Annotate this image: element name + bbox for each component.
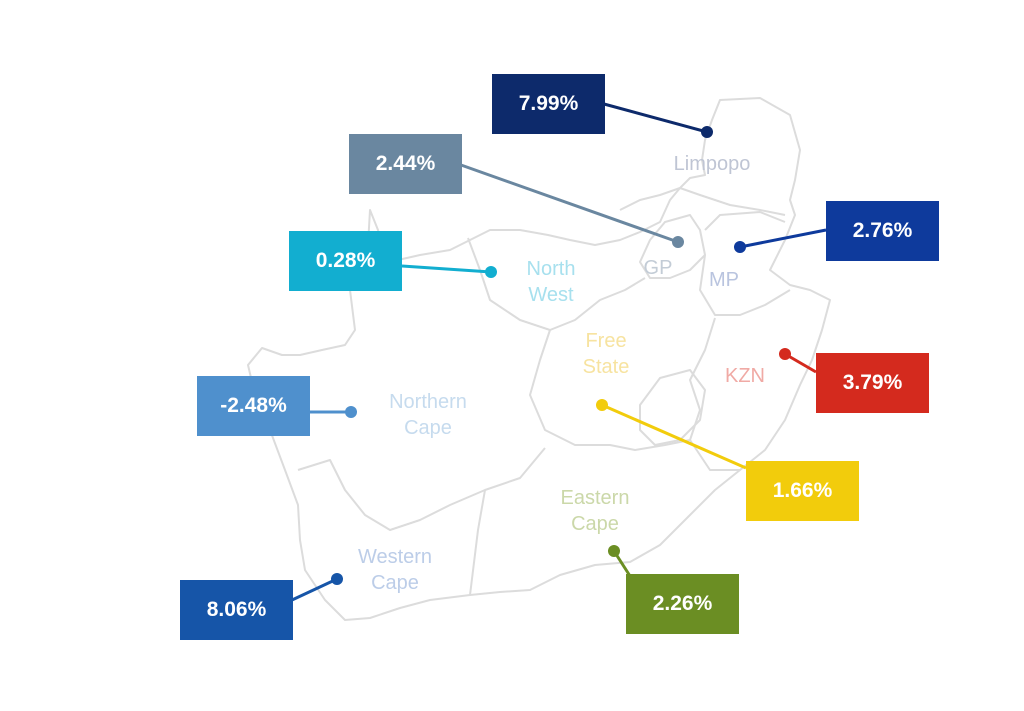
province-label-line: Cape [571, 513, 619, 535]
free-state-leader [601, 403, 747, 470]
province-label-line: Western [357, 546, 433, 568]
value-box-limpopo: 7.99% [492, 74, 605, 134]
eastern-cape-marker [608, 545, 620, 557]
value-box-kzn: 3.79% [816, 353, 929, 413]
province-label-line: Eastern [560, 487, 630, 509]
northern-cape-marker [345, 406, 357, 418]
province-label-gauteng: GP [636, 255, 680, 281]
value-text: 0.28% [315, 249, 376, 272]
value-box-free-state: 1.66% [746, 461, 859, 521]
limpopo-leader [603, 102, 708, 134]
northern-cape-border [297, 447, 546, 531]
province-label-line: West [528, 284, 574, 306]
limpopo-marker [701, 126, 713, 138]
value-box-western-cape: 8.06% [180, 580, 293, 640]
province-label-line: Limpopo [673, 153, 751, 175]
province-label-eastern-cape: Eastern Cape [545, 485, 645, 537]
value-box-mpumalanga: 2.76% [826, 201, 939, 261]
value-text: -2.48% [220, 394, 287, 417]
province-label-free-state: Free State [568, 328, 644, 380]
province-label-limpopo: Limpopo [664, 151, 760, 177]
value-text: 8.06% [206, 598, 267, 621]
mpumalanga-marker [734, 241, 746, 253]
value-box-north-west: 0.28% [289, 231, 402, 291]
western-cape-marker [331, 573, 343, 585]
kzn-marker [779, 348, 791, 360]
north-west-leader [401, 264, 492, 274]
province-label-line: Northern [389, 391, 467, 413]
province-label-line: KZN [725, 365, 765, 387]
free-state-border [529, 317, 716, 451]
north-west-marker [485, 266, 497, 278]
gauteng-marker [672, 236, 684, 248]
province-label-line: State [582, 356, 630, 378]
province-label-line: Cape [371, 572, 419, 594]
western-cape-leader [291, 577, 338, 602]
mpumalanga-border [699, 211, 791, 316]
province-label-western-cape: Western Cape [343, 544, 447, 596]
value-text: 2.44% [375, 152, 436, 175]
country-outline [247, 97, 831, 621]
free-state-marker [596, 399, 608, 411]
value-box-gauteng: 2.44% [349, 134, 462, 194]
province-label-line: North [526, 258, 576, 280]
value-text: 3.79% [842, 371, 903, 394]
lesotho-border [639, 369, 706, 446]
value-box-northern-cape: -2.48% [197, 376, 310, 436]
value-text: 2.76% [852, 219, 913, 242]
mpumalanga-leader [739, 228, 827, 249]
province-label-line: GP [643, 257, 673, 279]
province-label-mpumalanga: MP [700, 267, 748, 293]
value-text: 2.26% [652, 592, 713, 615]
province-label-north-west: North West [511, 256, 591, 308]
province-label-northern-cape: Northern Cape [370, 389, 486, 441]
marker-dots [331, 126, 791, 585]
value-text: 1.66% [772, 479, 833, 502]
province-label-line: MP [709, 269, 739, 291]
gauteng-leader [460, 163, 679, 244]
value-box-eastern-cape: 2.26% [626, 574, 739, 634]
leader-lines [291, 102, 827, 602]
province-label-line: Cape [404, 417, 452, 439]
gauteng-border [639, 214, 706, 279]
province-borders [247, 97, 831, 621]
value-text: 7.99% [518, 92, 579, 115]
limpopo-border [619, 187, 786, 216]
province-label-kzn: KZN [718, 363, 772, 389]
province-label-line: Free [585, 330, 627, 352]
eastern-cape-border [469, 439, 740, 596]
